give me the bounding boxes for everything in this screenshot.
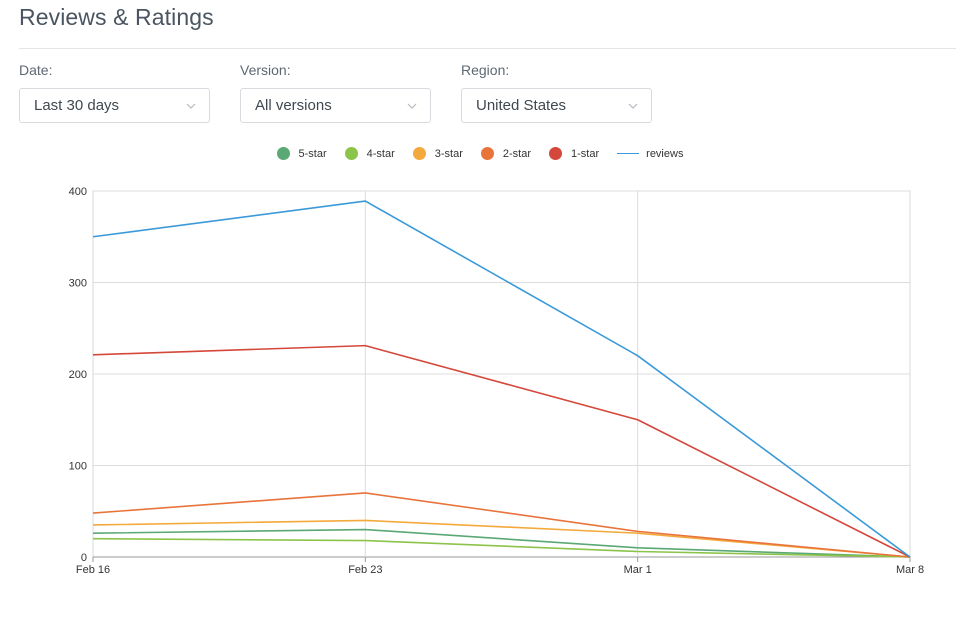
legend-swatch (617, 153, 640, 154)
legend-item-3-star[interactable]: 3-star (412, 147, 463, 160)
y-tick-label: 100 (69, 461, 87, 473)
version-filter: Version: All versions (240, 62, 431, 123)
version-filter-label: Version: (240, 62, 291, 78)
series-line-3-star (92, 519, 911, 558)
region-select-value: United States (476, 97, 567, 114)
chevron-down-icon (186, 103, 196, 109)
legend-item-2-star[interactable]: 2-star (480, 147, 532, 160)
legend-label: 5-star (298, 147, 327, 160)
legend-swatch (344, 147, 358, 160)
chevron-down-icon (407, 103, 417, 109)
version-select-value: All versions (255, 97, 332, 114)
series-line-1-star (92, 344, 911, 558)
region-select[interactable]: United States (461, 88, 652, 123)
date-filter-label: Date: (19, 62, 53, 78)
version-select[interactable]: All versions (240, 88, 431, 123)
region-filter-label: Region: (461, 62, 510, 78)
chevron-down-icon (628, 103, 638, 109)
chart-legend: 5-star 4-star 3-star 2-star 1-star reviews (0, 147, 960, 160)
title-divider (19, 48, 956, 49)
legend-label: 4-star (366, 147, 395, 160)
date-filter: Date: Last 30 days (19, 62, 210, 123)
legend-item-4-star[interactable]: 4-star (344, 147, 395, 160)
legend-swatch (412, 147, 426, 160)
y-tick-label: 400 (69, 186, 87, 198)
legend-item-reviews[interactable]: reviews (617, 148, 683, 160)
y-tick-label: 200 (69, 369, 87, 381)
x-tick-label: Feb 16 (76, 564, 110, 576)
x-tick-label: Mar 1 (624, 564, 652, 576)
series-line-5-star (92, 528, 911, 558)
legend-label: 3-star (434, 147, 463, 160)
legend-label: 2-star (502, 147, 532, 160)
legend-label: reviews (646, 147, 684, 160)
region-filter: Region: United States (461, 62, 652, 123)
legend-swatch (549, 147, 563, 160)
legend-label: 1-star (571, 147, 600, 160)
legend-swatch (480, 147, 494, 160)
page-title: Reviews & Ratings (19, 4, 214, 30)
series-line-4-star (92, 537, 911, 558)
x-tick-label: Feb 23 (348, 564, 382, 576)
legend-item-1-star[interactable]: 1-star (549, 147, 599, 160)
legend-item-5-star[interactable]: 5-star (276, 147, 327, 160)
date-select[interactable]: Last 30 days (19, 88, 210, 123)
y-tick-label: 0 (81, 552, 87, 564)
date-select-value: Last 30 days (34, 97, 120, 114)
series-line-2-star (92, 492, 911, 558)
x-tick-label: Mar 8 (896, 564, 924, 576)
legend-swatch (276, 147, 290, 160)
series-line-reviews (92, 200, 911, 558)
y-tick-label: 300 (69, 278, 87, 290)
